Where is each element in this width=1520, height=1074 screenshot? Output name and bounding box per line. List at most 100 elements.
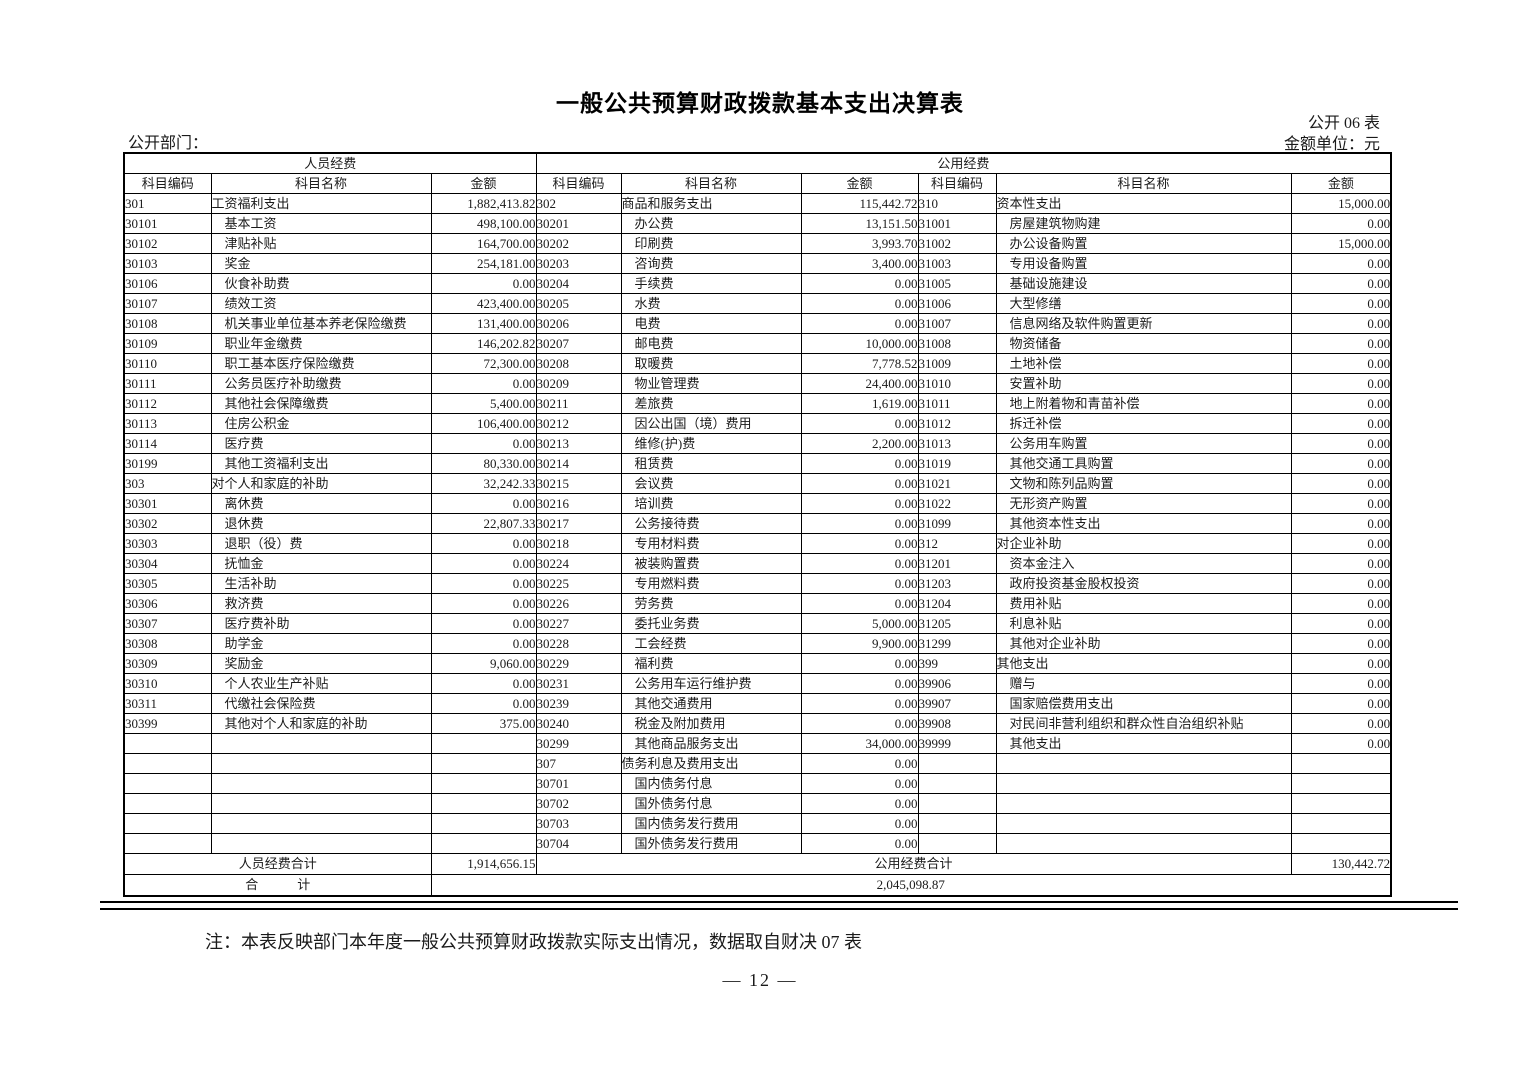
amount-cell: [430, 753, 537, 774]
amount-cell: 0.00: [800, 493, 919, 514]
footnote: 注：本表反映部门本年度一般公共预算财政拨款实际支出情况，数据取自财决 07 表: [205, 932, 862, 952]
code-cell: 30225: [535, 573, 622, 594]
name-cell: [210, 773, 432, 794]
code-cell: 30301: [123, 493, 212, 514]
amount-cell: 0.00: [1290, 253, 1392, 274]
amount-cell: 0.00: [800, 793, 919, 814]
amount-cell: 0.00: [1290, 433, 1392, 454]
amount-cell: 0.00: [1290, 373, 1392, 394]
amount-cell: 0.00: [1290, 553, 1392, 574]
amount-cell: 0.00: [1290, 473, 1392, 494]
amount-cell: 0.00: [430, 493, 537, 514]
amount-cell: 0.00: [1290, 453, 1392, 474]
amount-cell: 32,242.33: [430, 473, 537, 494]
name-cell: [995, 813, 1292, 834]
name-cell: [210, 833, 432, 854]
name-cell: 其他对个人和家庭的补助: [210, 713, 432, 734]
name-cell: 资本金注入: [995, 553, 1292, 574]
name-cell: 医疗费补助: [210, 613, 432, 634]
col-header-code-3: 科目编码: [917, 173, 997, 194]
amount-cell: 0.00: [1290, 273, 1392, 294]
code-cell: 31011: [917, 393, 997, 414]
col-header-amount-2: 金额: [800, 173, 919, 194]
name-cell: 其他资本性支出: [995, 513, 1292, 534]
code-cell: 31201: [917, 553, 997, 574]
amount-cell: 0.00: [1290, 713, 1392, 734]
amount-cell: 0.00: [430, 693, 537, 714]
name-cell: 安置补助: [995, 373, 1292, 394]
code-cell: 30214: [535, 453, 622, 474]
name-cell: 公务接待费: [620, 513, 802, 534]
page-number: — 12 —: [722, 970, 798, 990]
amount-cell: 5,400.00: [430, 393, 537, 414]
amount-cell: 0.00: [800, 453, 919, 474]
name-cell: 取暖费: [620, 353, 802, 374]
amount-cell: 9,060.00: [430, 653, 537, 674]
amount-cell: 0.00: [1290, 413, 1392, 434]
amount-cell: 0.00: [800, 293, 919, 314]
name-cell: [210, 753, 432, 774]
name-cell: 大型修缮: [995, 293, 1292, 314]
name-cell: 资本性支出: [995, 193, 1292, 214]
table-totals: 人员经费合计 1,914,656.15 公用经费合计 130,442.72 合 …: [123, 853, 1392, 897]
amount-cell: 0.00: [430, 613, 537, 634]
amount-cell: [1290, 753, 1392, 774]
amount-cell: 9,900.00: [800, 633, 919, 654]
code-cell: 30107: [123, 293, 212, 314]
name-cell: 津贴补贴: [210, 233, 432, 254]
name-cell: 专用燃料费: [620, 573, 802, 594]
table-row: 30701 国内债务付息 0.00: [123, 773, 1392, 794]
amount-cell: [430, 733, 537, 754]
name-cell: 无形资产购置: [995, 493, 1292, 514]
code-cell: 30704: [535, 833, 622, 854]
name-cell: 对个人和家庭的补助: [210, 473, 432, 494]
amount-cell: 0.00: [800, 273, 919, 294]
table-row: 307 债务利息及费用支出 0.00: [123, 753, 1392, 774]
code-cell: 30307: [123, 613, 212, 634]
code-cell: 39907: [917, 693, 997, 714]
code-cell: 302: [535, 193, 622, 214]
col-header-amount-3: 金额: [1290, 173, 1392, 194]
name-cell: 奖金: [210, 253, 432, 274]
code-cell: 30103: [123, 253, 212, 274]
name-cell: 其他社会保障缴费: [210, 393, 432, 414]
code-cell: 30205: [535, 293, 622, 314]
amount-cell: 0.00: [1290, 353, 1392, 374]
bottom-rule: [100, 901, 1458, 910]
amount-cell: 7,778.52: [800, 353, 919, 374]
public-subtotal-label: 公用经费合计: [535, 853, 1292, 875]
code-cell: 31010: [917, 373, 997, 394]
code-cell: 30108: [123, 313, 212, 334]
name-cell: 其他商品服务支出: [620, 733, 802, 754]
amount-cell: 0.00: [1290, 673, 1392, 694]
name-cell: 培训费: [620, 493, 802, 514]
code-cell: 30215: [535, 473, 622, 494]
name-cell: [995, 833, 1292, 854]
code-cell: 30203: [535, 253, 622, 274]
amount-cell: 0.00: [1290, 653, 1392, 674]
amount-cell: 375.00: [430, 713, 537, 734]
amount-cell: 0.00: [1290, 573, 1392, 594]
code-cell: [123, 753, 212, 774]
code-cell: 31299: [917, 633, 997, 654]
amount-cell: [1290, 813, 1392, 834]
personnel-subtotal-amount: 1,914,656.15: [430, 853, 537, 875]
amount-cell: 5,000.00: [800, 613, 919, 634]
code-cell: 30206: [535, 313, 622, 334]
amount-cell: 2,200.00: [800, 433, 919, 454]
amount-cell: 0.00: [1290, 293, 1392, 314]
name-cell: 职业年金缴费: [210, 333, 432, 354]
name-cell: 因公出国（境）费用: [620, 413, 802, 434]
code-cell: 30114: [123, 433, 212, 454]
amount-cell: 0.00: [430, 633, 537, 654]
code-cell: 31007: [917, 313, 997, 334]
name-cell: 伙食补助费: [210, 273, 432, 294]
code-cell: 30211: [535, 393, 622, 414]
amount-cell: 0.00: [800, 813, 919, 834]
name-cell: 抚恤金: [210, 553, 432, 574]
amount-cell: 0.00: [1290, 393, 1392, 414]
code-cell: 30109: [123, 333, 212, 354]
table-row: 30310 个人农业生产补贴 0.00 30231 公务用车运行维护费 0.00 399…: [123, 673, 1392, 694]
name-cell: 物业管理费: [620, 373, 802, 394]
name-cell: 对企业补助: [995, 533, 1292, 554]
